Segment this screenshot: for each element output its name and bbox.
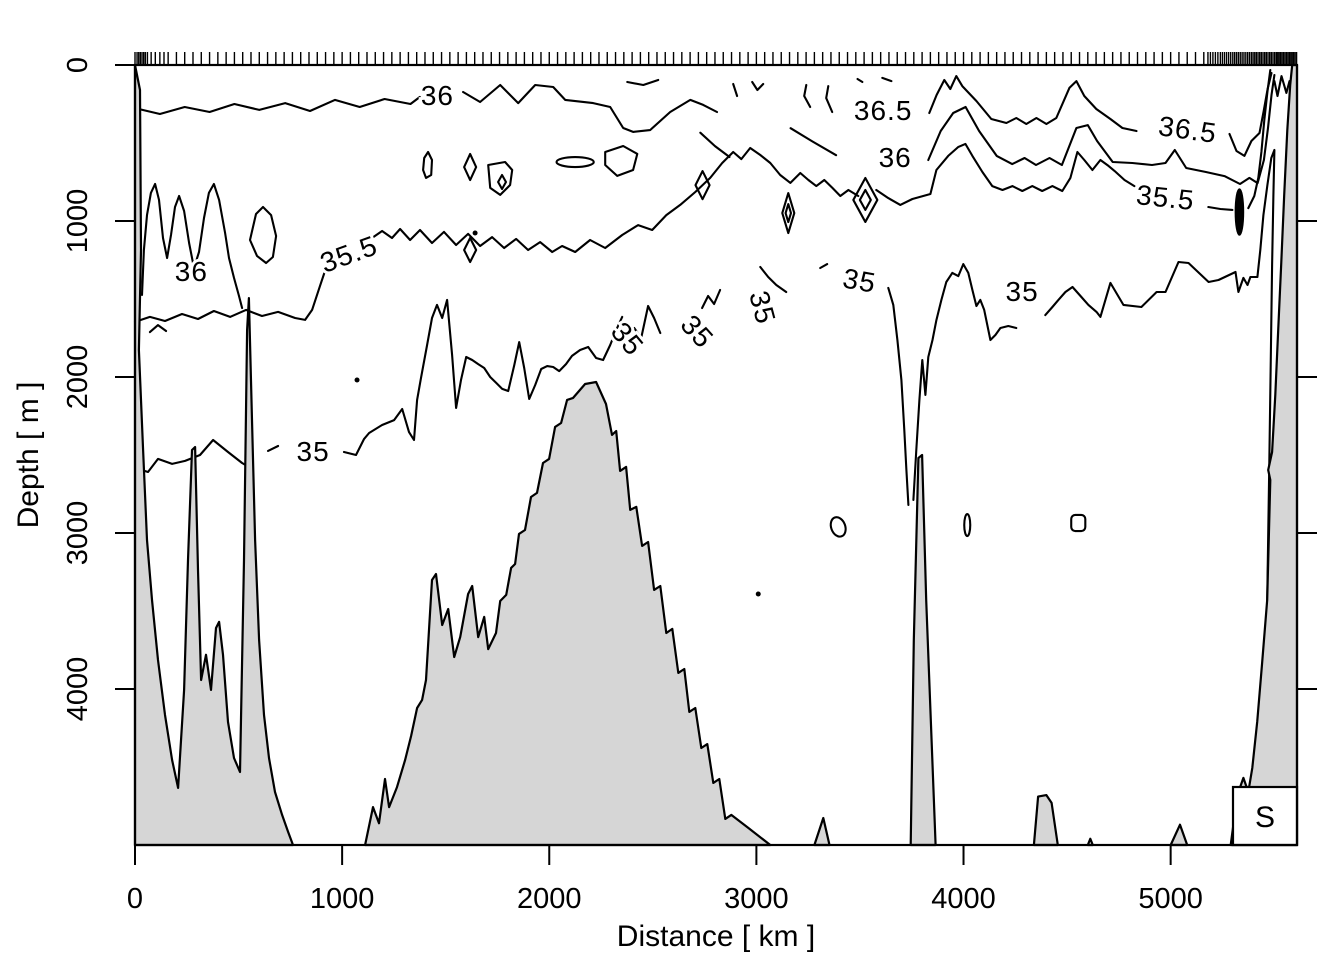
contour-line-35.5 xyxy=(370,146,860,254)
bathymetry-layer xyxy=(133,63,1299,847)
contour-line-36 xyxy=(604,144,639,177)
contour-label-36: 36 xyxy=(175,256,208,287)
plot-border xyxy=(133,63,1299,847)
contour-line-36 xyxy=(140,182,244,310)
closed-contour-ellipse xyxy=(829,516,847,538)
variable-label: S xyxy=(1255,801,1275,834)
contour-line-36 xyxy=(248,205,278,265)
contour-label-35: 35 xyxy=(605,316,650,361)
contour-line-36 xyxy=(148,324,168,334)
contour-line-35 xyxy=(266,444,280,452)
closed-contour-ellipse xyxy=(555,155,595,169)
contour-line-36.5 xyxy=(751,80,765,92)
closed-contour-diamond xyxy=(852,176,879,223)
contour-line-36.5 xyxy=(928,75,1138,133)
x-axis-tick-label: 5000 xyxy=(1138,883,1203,915)
contour-line-35.5 xyxy=(875,142,1136,206)
contour-line-35 xyxy=(1044,148,1276,602)
contour-line-36 xyxy=(422,150,434,179)
station-ticks xyxy=(134,52,1298,65)
contour-line-36 xyxy=(487,160,514,196)
x-axis-tick-label: 0 xyxy=(127,883,143,915)
y-axis-tick-label: 4000 xyxy=(62,657,94,722)
x-axis-tick-label: 4000 xyxy=(931,883,996,915)
contour-line-36.5 xyxy=(1273,75,1291,98)
contour-line-36 xyxy=(462,83,719,133)
y-axis-tick-label: 0 xyxy=(62,57,94,73)
contour-line-36 xyxy=(927,73,1276,186)
closed-contour-diamond xyxy=(463,236,478,264)
closed-contour-diamond xyxy=(463,152,478,182)
contour-line-35 xyxy=(887,286,910,506)
closed-contour-dot xyxy=(354,377,360,383)
contour-layer xyxy=(133,68,1291,602)
contour-label-36: 36 xyxy=(879,142,912,173)
contour-line-36 xyxy=(133,95,421,116)
closed-contour-diamond xyxy=(781,192,796,235)
contour-line-36 xyxy=(699,131,731,159)
contour-line-35.5 xyxy=(133,260,330,323)
bathymetry-profile xyxy=(133,63,295,847)
closed-contour-rect xyxy=(1070,513,1087,533)
contour-label-36.5: 36.5 xyxy=(854,95,913,126)
contour-line-35 xyxy=(819,263,829,270)
contour-label-36: 36 xyxy=(421,80,454,111)
contour-label-35.5: 35.5 xyxy=(1135,179,1196,216)
bathymetry-profile xyxy=(813,816,831,847)
y-axis-tick-label: 1000 xyxy=(62,189,94,254)
contour-label-35.5: 35.5 xyxy=(316,230,382,279)
closed-contour-dot xyxy=(472,230,478,236)
closed-contour-ellipse xyxy=(963,512,972,538)
contour-line-36.5 xyxy=(732,82,739,98)
contour-line-35 xyxy=(759,265,788,294)
contour-line-35.5 xyxy=(1207,205,1234,211)
x-axis-tick-label: 2000 xyxy=(517,883,582,915)
bathymetry-profile xyxy=(1169,823,1189,847)
contour-line-36 xyxy=(789,127,838,157)
contour-line-35 xyxy=(701,288,722,310)
closed-contour-filled-lens xyxy=(1234,188,1245,236)
y-axis-tick-label: 2000 xyxy=(62,345,94,410)
contour-line-36 xyxy=(626,78,660,87)
contour-line-36.5 xyxy=(803,83,812,109)
x-axis-tick-label: 1000 xyxy=(310,883,375,915)
contour-line-35 xyxy=(912,263,1018,501)
contour-line-36.5 xyxy=(881,76,893,83)
closed-contour-diamond xyxy=(858,188,872,211)
closed-contour-diamond xyxy=(497,173,508,191)
variable-box: S xyxy=(1231,785,1299,847)
contour-label-35: 35 xyxy=(297,436,330,467)
contour-line-35 xyxy=(342,298,624,457)
bathymetry-profile xyxy=(1032,794,1059,847)
contour-label-35: 35 xyxy=(675,309,720,354)
x-axis-title: Distance [ km ] xyxy=(617,920,815,953)
bathymetry-profile xyxy=(909,453,937,847)
closed-contour-dot xyxy=(755,591,761,597)
bathymetry-profile xyxy=(364,380,772,847)
y-axis-tick-label: 3000 xyxy=(62,501,94,566)
y-axis-title: Depth [ m ] xyxy=(12,382,45,529)
contour-label-35: 35 xyxy=(841,263,879,299)
contour-label-35: 35 xyxy=(743,288,782,328)
contour-line-36.5 xyxy=(856,77,864,84)
contour-line-36.5 xyxy=(825,85,834,114)
x-axis-tick-label: 3000 xyxy=(724,883,789,915)
bathymetry-profile xyxy=(1229,63,1299,847)
closed-contour-diamond xyxy=(784,203,793,224)
contour-label-35: 35 xyxy=(1006,276,1039,307)
contour-labels-layer: 36 36.5 36 36.5 35.5 36 35.5 35 35 35 35 35 35 xyxy=(172,77,1222,470)
closed-contour-diamond xyxy=(694,170,711,201)
contour-label-36.5: 36.5 xyxy=(1157,110,1219,149)
contour-line-35 xyxy=(633,304,662,340)
contour-line-35.5 xyxy=(1247,68,1272,210)
closed-contour-layer xyxy=(354,152,1245,597)
axes-layer: 0 1000 2000 3000 4000 5000 0 1000 2000 3000 4000 xyxy=(62,57,1317,915)
